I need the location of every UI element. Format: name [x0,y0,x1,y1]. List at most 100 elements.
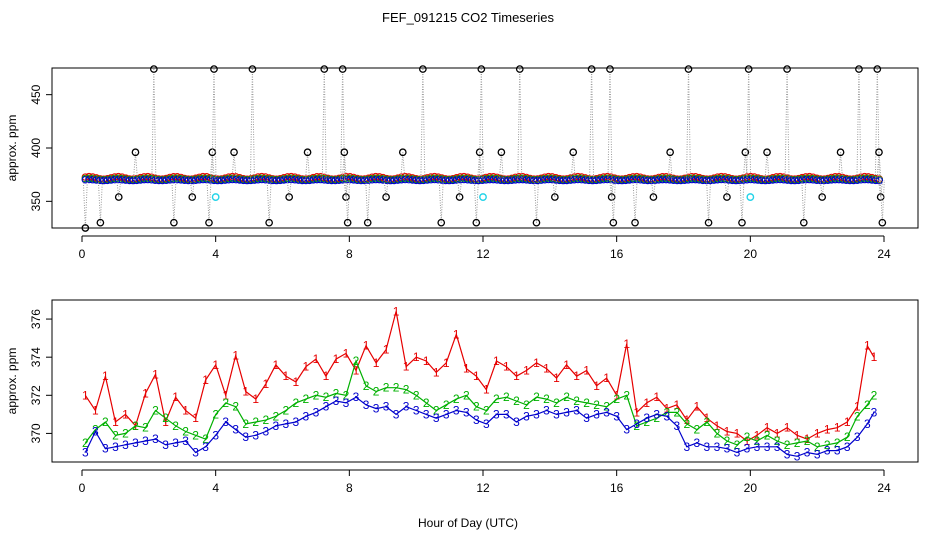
spike-connector [784,69,788,181]
series-1-marker: 1 [262,377,269,391]
series-1-marker: 1 [122,407,129,421]
baseline-point-3 [269,176,277,185]
baseline-point-3 [695,176,704,184]
series-1-marker: 1 [313,352,320,366]
series-3-marker: 3 [774,440,781,454]
series-2-marker: 2 [633,419,640,433]
spike-connector [233,152,237,181]
series-3-marker: 3 [212,428,219,442]
series-3-marker: 3 [673,419,680,433]
series-3-marker: 3 [563,405,570,419]
series-3-marker: 3 [483,417,490,431]
baseline-point-3 [173,175,182,184]
spike-connector [819,179,823,198]
spike-connector [591,69,595,181]
baseline-point-3 [779,175,788,184]
spike-connector [99,179,103,223]
cyan-point [211,193,220,201]
series-1-marker: 1 [293,375,300,389]
baseline-point-3 [632,175,641,184]
spike-connector [173,179,177,223]
series-3-marker: 3 [834,444,841,458]
series-2-marker: 2 [413,388,420,402]
series-3-marker: 3 [192,445,199,459]
baseline-point-3 [96,176,104,185]
spike-connector [517,69,521,181]
series-3-marker: 3 [92,425,99,439]
series-2-marker: 2 [603,400,610,414]
series-1-marker: 1 [112,415,119,429]
series-3-marker: 3 [814,447,821,461]
series-2-marker: 2 [573,394,580,408]
spike-point [363,218,372,227]
y-tick-label: 370 [29,423,43,443]
spike-connector [473,179,477,223]
spike-connector [151,69,155,181]
spike-point [684,65,693,73]
baseline-point-3 [449,176,457,185]
spike-connector [572,152,576,181]
x-tick-label: 20 [744,247,758,261]
series-2-marker: 2 [663,405,670,419]
spike-connector [402,152,406,181]
baseline-point-3 [382,176,391,185]
baseline-point-3 [379,176,387,184]
spike-connector [208,179,212,223]
spike-point [338,65,347,73]
baseline-point-3 [272,176,281,185]
series-2-marker: 2 [252,415,259,429]
series-1-marker: 1 [523,364,530,378]
series-3-marker: 3 [704,440,711,454]
series-1-marker: 1 [493,354,500,368]
baseline-point-3 [493,175,501,184]
baseline-point-3 [518,175,527,184]
spike-point [114,193,123,201]
spike-point [455,193,464,201]
top-y-axis-label: approx. ppm [5,115,19,182]
spike-connector [688,69,692,181]
spike-connector [268,179,272,223]
spike-point [799,218,808,227]
series-2-marker: 2 [443,398,450,412]
series-2-marker: 2 [453,392,460,406]
x-tick-label: 4 [212,247,219,261]
spike-point [131,148,140,157]
series-1-marker: 1 [142,386,149,400]
spike-point [569,148,578,157]
spike-point [497,148,506,157]
series-3-marker: 3 [603,405,610,419]
spike-point [631,218,639,227]
series-2-marker: 2 [242,417,249,431]
spike-connector [307,152,311,181]
top-plot-area [81,65,887,232]
spike-point [96,218,105,227]
series-3-marker: 3 [633,417,640,431]
series-1-marker: 1 [212,358,219,372]
spike-connector [305,152,309,181]
series-3-marker: 3 [353,390,360,404]
spike-connector [744,152,748,181]
x-tick-label: 8 [346,247,353,261]
series-2-marker: 2 [102,415,109,429]
series-2-marker: 2 [162,411,169,425]
spike-connector [249,69,253,181]
series-2-marker: 2 [262,413,269,427]
spike-connector [97,179,101,223]
cyan-point [479,193,487,201]
y-tick-label: 374 [29,347,43,367]
baseline-point-3 [228,175,237,184]
series-2-marker: 2 [824,438,831,452]
spike-point [320,65,329,73]
series-3-marker: 3 [363,398,370,412]
baseline-point-3 [585,176,593,185]
spike-connector [266,179,270,223]
series-1-marker: 1 [473,369,480,383]
series-3-marker: 3 [112,440,119,454]
baseline-point-3 [210,176,218,185]
series-1-marker: 1 [543,362,550,376]
series-1-marker: 1 [643,396,650,410]
series-1-marker: 1 [303,360,310,374]
top-y-axis: 350 400 450 [29,84,53,211]
series-3-marker: 3 [623,423,630,437]
spike-point [532,218,541,227]
